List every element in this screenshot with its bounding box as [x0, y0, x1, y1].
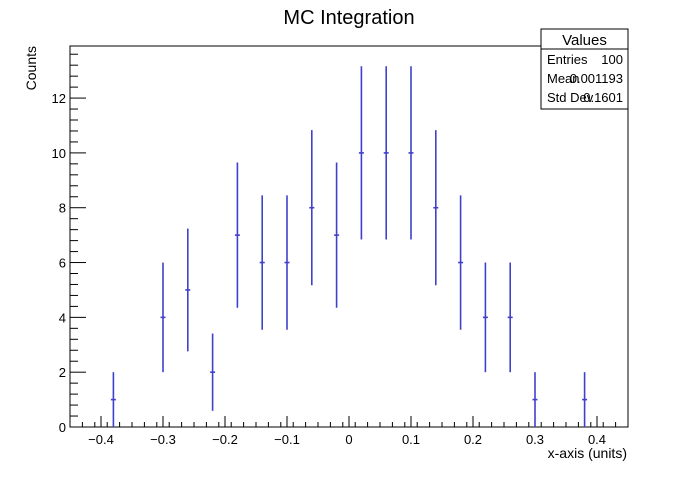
y-tick-label: 12 [52, 91, 66, 106]
stats-stddev-value: 0.1601 [583, 90, 623, 105]
stats-entries-label: Entries [547, 52, 588, 67]
y-tick-label: 0 [59, 420, 66, 435]
x-tick-label: 0.2 [464, 432, 482, 447]
y-tick-label: 10 [52, 146, 66, 161]
x-axis-label: x-axis (units) [548, 445, 627, 461]
stats-box: Values Entries 100 Mean 0.001193 Std Dev… [540, 28, 629, 110]
axes: −0.4 −0.3 −0.2 −0.1 0 0.1 0.2 0.3 0.4 0 2 4 6 8 10 12 [52, 45, 629, 447]
x-tick-label: −0.2 [212, 432, 238, 447]
x-tick-label: 0 [345, 432, 352, 447]
stats-box-title: Values [562, 32, 607, 49]
x-tick-label: 0.4 [588, 432, 606, 447]
x-tick-label: 0.3 [526, 432, 544, 447]
y-tick-label: 8 [59, 201, 66, 216]
y-tick-label: 4 [59, 310, 66, 325]
x-tick-label: −0.3 [150, 432, 176, 447]
stats-mean-label: Mean [547, 71, 580, 86]
stats-stddev-label: Std Dev [547, 90, 594, 105]
y-tick-label: 2 [59, 365, 66, 380]
stats-entries-value: 100 [601, 52, 623, 67]
chart-title: MC Integration [283, 7, 414, 29]
y-tick-label: 6 [59, 256, 66, 271]
data-points [110, 66, 588, 427]
x-tick-label: 0.1 [402, 432, 420, 447]
x-tick-label: −0.1 [274, 432, 300, 447]
stats-box-frame [540, 28, 629, 110]
stats-mean-value: 0.001193 [570, 71, 623, 86]
y-axis-label: Counts [23, 46, 39, 90]
x-tick-label: −0.4 [88, 432, 114, 447]
